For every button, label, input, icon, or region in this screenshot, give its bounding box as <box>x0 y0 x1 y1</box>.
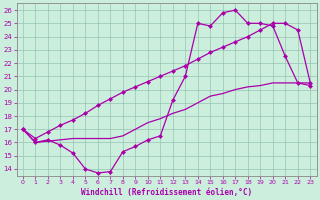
X-axis label: Windchill (Refroidissement éolien,°C): Windchill (Refroidissement éolien,°C) <box>81 188 252 197</box>
